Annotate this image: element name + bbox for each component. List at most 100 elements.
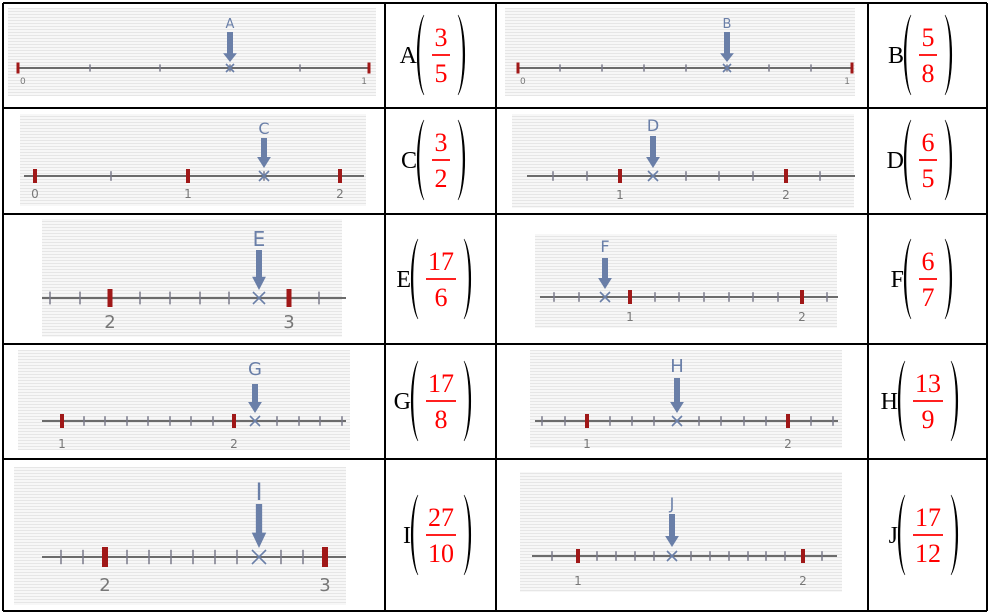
tick-label: 2 [336,187,344,201]
left-paren [410,360,419,442]
tick-label: 2 [799,574,807,588]
point-marker [666,550,678,562]
left-paren [903,119,912,201]
left-paren [903,238,912,320]
number-line: 1 2 J [532,494,837,588]
fraction-denominator: 2 [435,164,448,193]
point-letter: B [723,17,732,32]
number-line-panel [20,114,366,206]
number-line: 1 2 H [535,356,838,451]
tick-label: 1 [626,310,634,324]
number-line: 1 2 D [527,116,855,202]
number-line-panel [8,8,376,96]
fraction-numerator: 3 [435,128,448,157]
major-tick [232,414,236,428]
tick-label: 3 [319,575,330,596]
answer-letter: I [403,523,411,549]
fraction-numerator: 6 [922,247,935,276]
fraction-denominator: 12 [915,539,941,568]
answer-fraction: G 17 8 [394,360,472,442]
arrow-down-icon [248,384,262,413]
point-letter: G [248,359,262,380]
right-paren [944,14,953,96]
left-paren [416,119,425,201]
answer-fraction: C3 2 [401,119,466,201]
left-paren [897,360,906,442]
fraction-numerator: 6 [922,128,935,157]
right-paren [463,238,472,320]
left-paren [903,14,912,96]
point-letter: C [258,119,269,138]
left-paren [410,494,419,576]
major-tick [850,62,854,74]
number-line-panel [512,114,854,208]
answer-letter: B [888,43,904,69]
arrow-down-icon [252,250,266,290]
right-paren [457,119,466,201]
number-line-panel [505,8,855,96]
answer-letter: D [887,148,904,174]
major-tick [367,62,371,74]
number-line: 1 2 F [540,237,838,324]
answer-fraction: B5 8 [888,14,953,96]
right-paren [463,494,472,576]
major-tick [786,414,790,428]
tick-label: 1 [583,437,591,451]
major-tick [628,290,632,304]
answer-fraction: I 27 10 [403,494,472,576]
tick-label: 2 [798,310,806,324]
point-letter: A [226,17,235,32]
tick-label: 2 [99,575,110,596]
answer-letter: J [889,523,898,549]
left-paren [416,14,425,96]
number-line: 2 3 I [42,478,346,596]
major-tick [585,414,589,428]
answer-letter: A [400,43,418,69]
answer-fraction: D6 5 [887,119,953,201]
answer-letter: G [394,389,411,415]
tick-label: 2 [784,437,792,451]
arrow-down-icon [257,138,271,168]
fraction-numerator: 3 [435,23,448,52]
point-letter: I [255,478,262,506]
major-tick [800,290,804,304]
answer-fraction: F6 7 [891,238,953,320]
right-paren [950,360,959,442]
number-line-panel [520,472,842,592]
point-marker [225,63,235,73]
tick-label: 2 [782,188,790,202]
arrow-down-icon [223,32,237,62]
major-tick [322,547,328,567]
number-line-panel [530,350,842,448]
right-paren [950,494,959,576]
number-line: 2 3 E [42,227,346,333]
point-letter: F [600,237,609,256]
point-letter: E [253,227,266,251]
major-tick [107,289,113,307]
major-tick [576,549,580,563]
fraction-numerator: 5 [922,23,935,52]
point-letter: J [669,494,675,513]
number-line-panel [18,350,350,450]
point-marker [671,415,683,427]
fraction-numerator: 17 [915,503,941,532]
tick-label: 1 [58,437,66,451]
tick-label: 1 [574,574,582,588]
number-line: 0 1 A [16,17,371,87]
major-tick [286,289,292,307]
tick-label: 2 [104,312,115,333]
answer-fraction: E 17 6 [396,238,472,320]
right-paren [944,238,953,320]
point-letter: H [670,356,684,377]
fraction-denominator: 6 [435,283,448,312]
number-line: 0 1 2 C [24,119,364,201]
major-tick [784,169,788,183]
point-marker [599,291,611,303]
fraction-denominator: 9 [922,405,935,434]
arrow-down-icon [720,32,734,62]
tick-label: 0 [31,187,39,201]
arrow-down-icon [670,378,684,413]
fraction-numerator: 17 [428,369,454,398]
answer-letter: C [401,148,417,174]
